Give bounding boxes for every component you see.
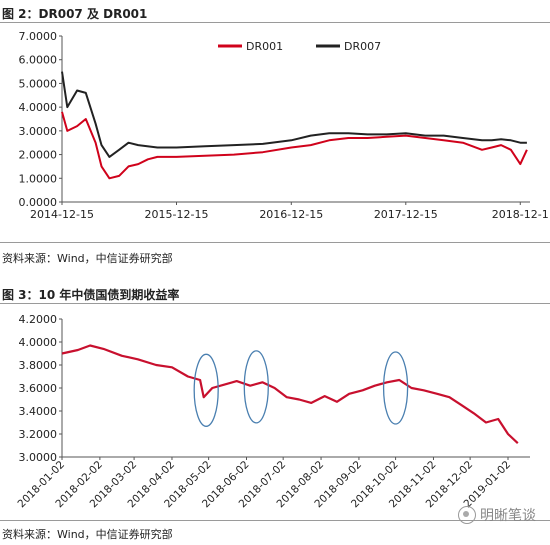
x-tick-label: 2016-12-15 [259,208,323,221]
legend-label: DR001 [246,40,283,53]
y-tick-label: 3.8000 [19,359,58,372]
watermark-text: 明晰笔谈 [480,508,536,524]
figure3-bottom-rule [0,520,550,521]
highlight-ellipse [243,350,269,424]
dr-rates-chart: 0.0000 1.0000 2.0000 3.0000 4.0000 5.0000 6.00… [19,30,549,221]
figure3-caption: 图 3：10 年中债国债到期收益率 [2,288,180,302]
figure2-top-rule [0,22,550,23]
y-tick-label: 1.0000 [19,172,58,185]
y-tick-label: 4.2000 [19,313,58,326]
yield-chart: 3.0000 3.2000 3.4000 3.6000 3.8000 4.0000 4.20… [15,313,530,510]
y-tick-label: 3.6000 [19,382,58,395]
highlight-ellipse [382,351,409,425]
y-tick-label: 6.0000 [19,54,58,67]
figure3-top-rule [0,303,550,304]
y-tick-label: 4.0000 [19,336,58,349]
y-tick-label: 2.0000 [19,149,58,162]
series-line-yield [61,344,519,445]
y-tick-label: 3.4000 [19,405,58,418]
series-line-dr007 [61,71,527,158]
y-tick-label: 0.0000 [19,196,58,209]
figure2-bottom-rule [0,242,550,243]
highlight-ellipse [193,353,219,427]
y-tick-label: 3.0000 [19,125,58,138]
legend-label: DR007 [344,40,381,53]
x-tick-label: 2014-12-15 [30,208,94,221]
wechat-icon [458,506,476,524]
y-tick-label: 4.0000 [19,101,58,114]
figure2-caption: 图 2：DR007 及 DR001 [2,7,148,21]
x-tick-label: 2018-12-1 [492,208,549,221]
y-tick-label: 7.0000 [19,30,58,43]
x-tick-label: 2015-12-15 [145,208,209,221]
y-tick-label: 5.0000 [19,77,58,90]
series-line-dr001 [61,111,528,180]
figure2-source: 资料来源：Wind，中信证券研究部 [2,252,173,265]
figure3-source: 资料来源：Wind，中信证券研究部 [2,528,173,541]
x-tick-label: 2017-12-15 [374,208,438,221]
watermark: 明晰笔谈 [458,505,536,525]
y-tick-label: 3.0000 [19,451,58,464]
y-tick-label: 3.2000 [19,428,58,441]
